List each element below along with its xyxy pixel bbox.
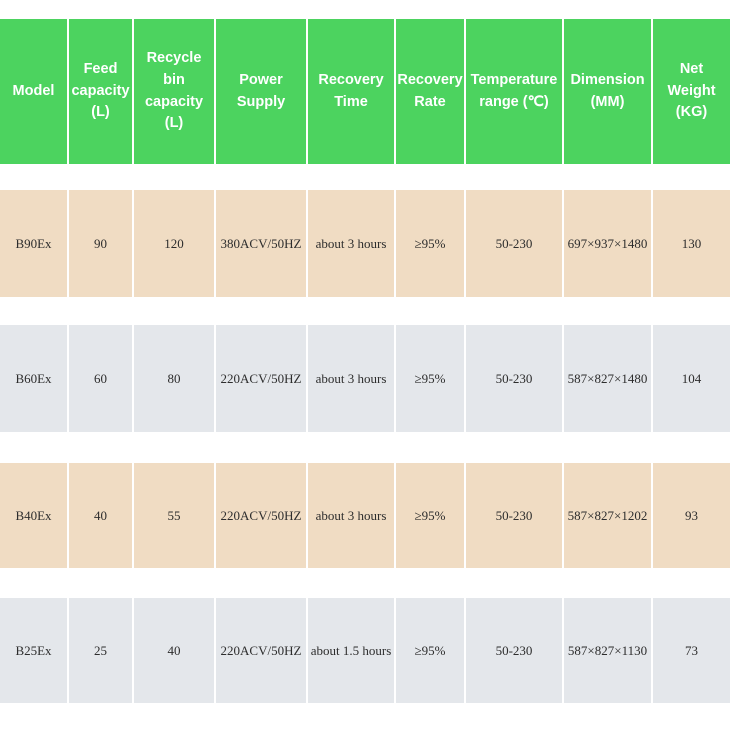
cell-dimension: 587×827×1480	[564, 325, 651, 432]
cell-feed-capacity: 60	[69, 325, 132, 432]
cell-power-supply: 380ACV/50HZ	[216, 190, 306, 297]
table-row-b25ex: B25Ex 25 40 220ACV/50HZ about 1.5 hours ≥95% 5…	[0, 598, 730, 703]
cell-recovery-rate: ≥95%	[396, 325, 464, 432]
header-cell-feed-capacity: Feed capacity (L)	[69, 19, 132, 164]
cell-net-weight: 130	[653, 190, 730, 297]
cell-net-weight: 104	[653, 325, 730, 432]
cell-model: B60Ex	[0, 325, 67, 432]
cell-dimension: 587×827×1202	[564, 463, 651, 568]
table-body: B90Ex 90 120 380ACV/50HZ about 3 hours ≥95% 50…	[0, 190, 730, 703]
header-cell-recovery-rate: Recovery Rate	[396, 19, 464, 164]
cell-recycle-bin-capacity: 40	[134, 598, 214, 703]
cell-temperature-range: 50-230	[466, 325, 562, 432]
table-row-b40ex: B40Ex 40 55 220ACV/50HZ about 3 hours ≥95% 50-…	[0, 463, 730, 568]
cell-power-supply: 220ACV/50HZ	[216, 463, 306, 568]
cell-power-supply: 220ACV/50HZ	[216, 325, 306, 432]
cell-temperature-range: 50-230	[466, 598, 562, 703]
header-cell-recovery-time: Recovery Time	[308, 19, 394, 164]
cell-recovery-rate: ≥95%	[396, 463, 464, 568]
header-cell-net-weight: Net Weight (KG)	[653, 19, 730, 164]
table-header-row: Model Feed capacity (L) Recycle bin capaci…	[0, 19, 730, 164]
cell-recycle-bin-capacity: 120	[134, 190, 214, 297]
cell-power-supply: 220ACV/50HZ	[216, 598, 306, 703]
cell-temperature-range: 50-230	[466, 190, 562, 297]
table-row-b60ex: B60Ex 60 80 220ACV/50HZ about 3 hours ≥95% 50-…	[0, 325, 730, 432]
header-cell-recycle-bin-capacity: Recycle bin capacity (L)	[134, 19, 214, 164]
cell-recycle-bin-capacity: 80	[134, 325, 214, 432]
header-cell-power-supply: Power Supply	[216, 19, 306, 164]
cell-model: B40Ex	[0, 463, 67, 568]
cell-model: B90Ex	[0, 190, 67, 297]
cell-feed-capacity: 90	[69, 190, 132, 297]
spec-table: Model Feed capacity (L) Recycle bin capaci…	[0, 19, 730, 703]
cell-recovery-rate: ≥95%	[396, 598, 464, 703]
cell-dimension: 587×827×1130	[564, 598, 651, 703]
header-cell-model: Model	[0, 19, 67, 164]
cell-net-weight: 93	[653, 463, 730, 568]
cell-feed-capacity: 40	[69, 463, 132, 568]
cell-feed-capacity: 25	[69, 598, 132, 703]
cell-recycle-bin-capacity: 55	[134, 463, 214, 568]
cell-recovery-time: about 3 hours	[308, 463, 394, 568]
table-row-b90ex: B90Ex 90 120 380ACV/50HZ about 3 hours ≥95% 50…	[0, 190, 730, 297]
header-cell-temperature-range: Temperature range (℃)	[466, 19, 562, 164]
cell-recovery-rate: ≥95%	[396, 190, 464, 297]
header-cell-dimension: Dimension (MM)	[564, 19, 651, 164]
cell-recovery-time: about 1.5 hours	[308, 598, 394, 703]
cell-net-weight: 73	[653, 598, 730, 703]
cell-recovery-time: about 3 hours	[308, 325, 394, 432]
cell-dimension: 697×937×1480	[564, 190, 651, 297]
cell-model: B25Ex	[0, 598, 67, 703]
cell-temperature-range: 50-230	[466, 463, 562, 568]
cell-recovery-time: about 3 hours	[308, 190, 394, 297]
